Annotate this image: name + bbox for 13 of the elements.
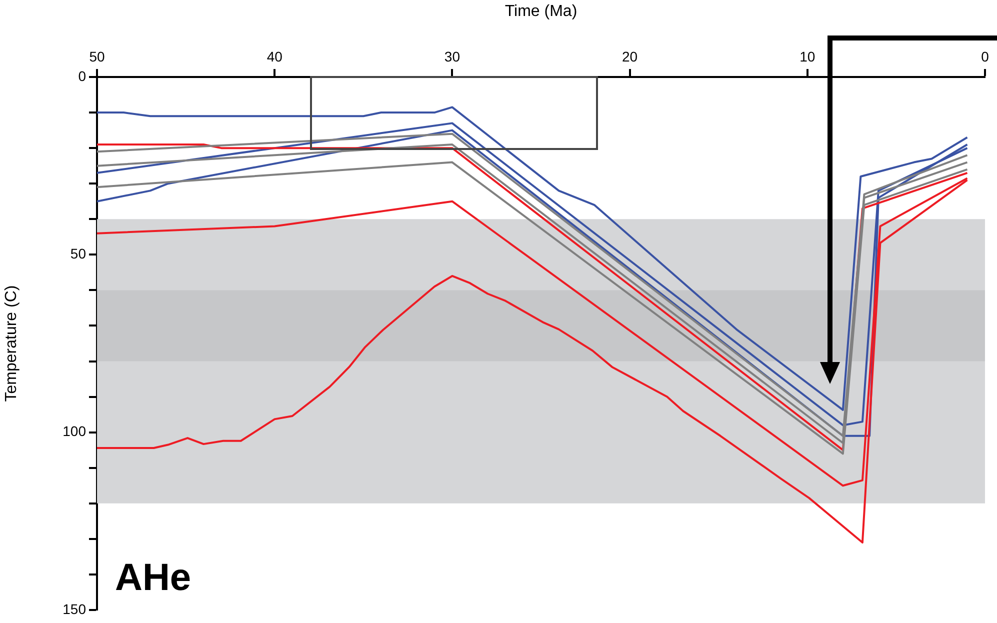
x-tick-label: 20 — [622, 48, 638, 64]
x-tick-label: 40 — [266, 48, 283, 64]
x-tick-label: 0 — [981, 48, 990, 64]
x-tick-label: 50 — [89, 48, 105, 64]
y-tick-label: 150 — [62, 600, 86, 617]
y-tick-label: 0 — [78, 68, 86, 84]
x-axis-title: Time (Ma) — [504, 3, 578, 20]
y-tick-label: 50 — [70, 246, 86, 262]
x-tick-label: 10 — [800, 48, 816, 64]
x-tick-label: 30 — [444, 48, 460, 64]
annotation: AHe — [115, 557, 192, 599]
y-axis-title: Temperature (C) — [3, 285, 20, 402]
y-tick-label: 100 — [62, 423, 86, 440]
